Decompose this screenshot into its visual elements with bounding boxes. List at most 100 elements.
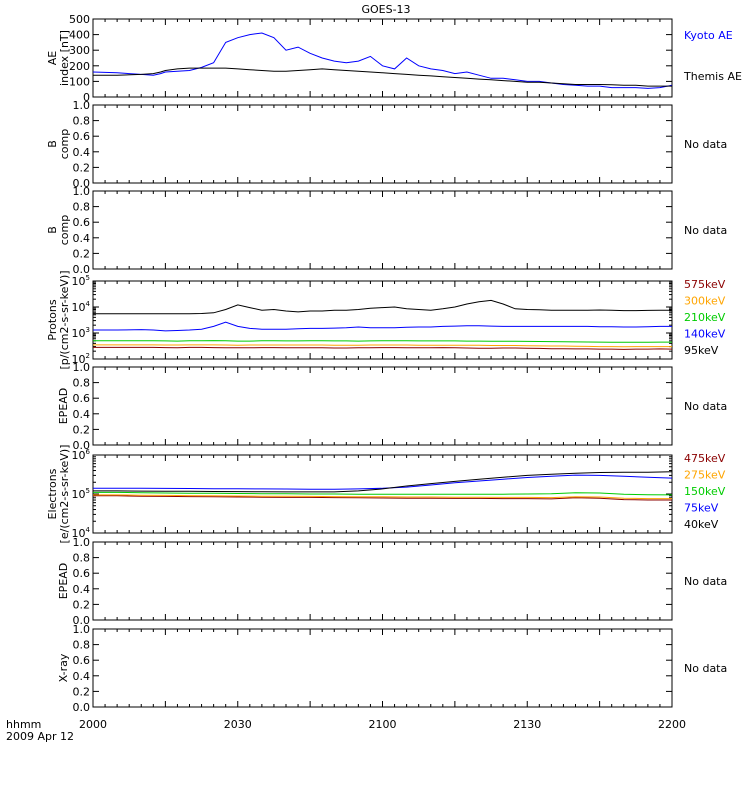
no-data-label: No data [684, 400, 727, 413]
legend-label: 150keV [684, 485, 726, 498]
series-line [93, 299, 672, 315]
y-axis-label-units: comp [58, 129, 71, 159]
y-tick-label: 0.0 [73, 263, 91, 276]
series-line [93, 491, 673, 496]
legend-label: Themis AE [683, 70, 742, 83]
x-tick-label: 2000 [79, 718, 107, 731]
y-tick-label: 0.2 [73, 161, 91, 174]
y-tick-label: 0.8 [73, 377, 91, 390]
panel-xray: 0.0 0.2 0.4 0.6 0.8 1.0 X-ray No data [57, 623, 727, 714]
x-tick-label: 2100 [369, 718, 397, 731]
panel-epead-2: 0.0 0.2 0.4 0.6 0.8 1.0 EPEAD No data [57, 536, 727, 627]
legend-label: 210keV [684, 311, 726, 324]
y-tick-label: 105 [72, 274, 90, 288]
y-tick-label: 0.2 [73, 598, 91, 611]
y-tick-label: 0.8 [73, 552, 91, 565]
y-axis-label: Protons [46, 299, 59, 340]
y-tick-label: 300 [69, 44, 90, 57]
series-line [93, 494, 672, 500]
y-tick-label: 200 [69, 60, 90, 73]
y-tick-label: 500 [69, 13, 90, 26]
y-axis-label: B [46, 226, 59, 234]
y-tick-label: 0.4 [73, 670, 91, 683]
date-label: 2009 Apr 12 [6, 730, 74, 743]
panel-frame [92, 18, 673, 98]
legend-label: Kyoto AE [684, 29, 733, 42]
series-line [93, 67, 672, 87]
y-axis-label: X-ray [57, 653, 70, 682]
panel-bcomp-1: 0.0 0.2 0.4 0.6 0.8 1.0 B comp No data [46, 99, 727, 190]
y-axis-label: AE [46, 51, 59, 66]
y-tick-label: 0.8 [73, 201, 91, 214]
y-tick-label: 0.2 [73, 247, 91, 260]
y-tick-label: 105 [72, 487, 90, 501]
legend-label: 475keV [684, 452, 726, 465]
y-tick-label: 0.4 [73, 232, 91, 245]
y-tick-label: 1.0 [73, 185, 91, 198]
y-tick-label: 0 [83, 91, 90, 104]
panel-ae: 0 100 200 300 400 500 AE index [nT] Kyoto AE Them… [46, 13, 742, 104]
y-tick-label: 0.0 [73, 177, 91, 190]
y-tick-label: 0.6 [73, 216, 91, 229]
legend-label: 275keV [684, 469, 726, 482]
y-tick-label: 100 [69, 75, 90, 88]
y-tick-label: 102 [72, 352, 90, 366]
y-tick-label: 0.6 [73, 567, 91, 580]
series-line [93, 474, 673, 490]
legend-label: 40keV [684, 518, 719, 531]
series-line [92, 32, 673, 89]
legend-label: 575keV [684, 278, 726, 291]
panel-frame [92, 541, 673, 621]
figure-title: GOES-13 [361, 3, 410, 16]
time-label: hhmm [6, 718, 41, 731]
y-tick-label: 0.6 [73, 654, 91, 667]
x-tick-label: 2200 [658, 718, 686, 731]
panel-bcomp-2: 0.0 0.2 0.4 0.6 0.8 1.0 B comp No data [46, 185, 727, 276]
y-tick-label: 0.2 [73, 423, 91, 436]
panel-epead-1: 0.0 0.2 0.4 0.6 0.8 1.0 EPEAD No data [57, 361, 727, 452]
y-axis-label: B [46, 140, 59, 148]
panel-protons: 102 103 104 105 Protons [p/(cm2-s-sr-keV)] 575… [46, 270, 726, 369]
legend-label: 140keV [684, 328, 726, 341]
y-tick-label: 1.0 [73, 361, 91, 374]
legend-label: 300keV [684, 295, 726, 308]
y-tick-label: 104 [72, 300, 91, 314]
panel-frame [92, 366, 673, 446]
no-data-label: No data [684, 575, 727, 588]
y-axis-label-units: [p/(cm2-s-sr-keV)] [58, 270, 71, 369]
no-data-label: No data [684, 138, 727, 151]
y-tick-label: 400 [69, 29, 90, 42]
y-axis-label-units: comp [58, 215, 71, 245]
y-tick-label: 0.4 [73, 583, 91, 596]
y-tick-label: 0.0 [73, 701, 91, 714]
y-axis-label: EPEAD [57, 388, 70, 425]
y-tick-label: 103 [72, 326, 90, 340]
y-tick-label: 0.8 [73, 639, 91, 652]
y-axis-label-units: index [nT] [58, 30, 71, 86]
legend-label: 95keV [684, 344, 719, 357]
y-tick-label: 0.8 [73, 115, 91, 128]
y-tick-label: 0.2 [73, 685, 91, 698]
panel-frame [92, 104, 673, 184]
x-tick-label: 2130 [513, 718, 541, 731]
y-tick-label: 0.0 [73, 614, 91, 627]
y-tick-label: 1.0 [73, 623, 91, 636]
y-axis-label: Electrons [46, 468, 59, 519]
series-line [93, 471, 673, 493]
panel-frame [92, 628, 673, 708]
x-tick-label: 2030 [224, 718, 252, 731]
no-data-label: No data [684, 224, 727, 237]
series-line [93, 346, 673, 350]
y-axis-label-units: [e/(cm2-s-sr-keV)] [58, 445, 71, 544]
y-tick-label: 1.0 [73, 536, 91, 549]
series-line [93, 340, 672, 343]
series-line [93, 321, 672, 332]
y-tick-label: 0.0 [73, 439, 91, 452]
panel-frame [92, 190, 673, 270]
series-line [93, 344, 672, 348]
y-tick-label: 0.6 [73, 392, 91, 405]
series-line [93, 495, 672, 501]
panels: 0 100 200 300 400 500 AE index [nT] Kyoto AE Them… [46, 13, 742, 731]
